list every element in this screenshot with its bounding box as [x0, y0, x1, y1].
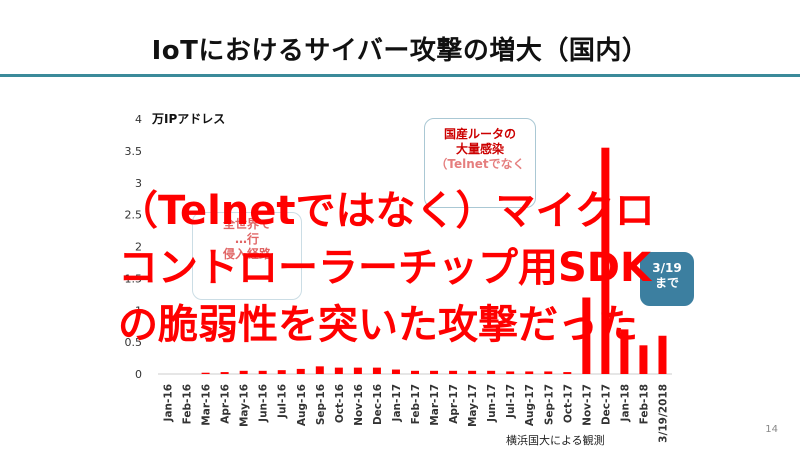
x-axis: Jan-16 Feb-16 Mar-16 Apr-16 May-16 Jun-16 Jul-…: [163, 384, 670, 443]
callout-line: 侵入経路: [222, 247, 271, 261]
source-note: 横浜国大による観測: [506, 434, 605, 447]
y-tick-label: 3: [135, 177, 142, 190]
callout-line: …行: [234, 232, 259, 246]
bar: [315, 366, 324, 374]
y-tick-label: 1.5: [125, 272, 143, 285]
y-tick-label: 2.5: [125, 209, 143, 222]
title-divider: [0, 74, 800, 77]
bar: [582, 297, 591, 374]
bar: [201, 372, 210, 374]
y-tick-label: 3.5: [125, 145, 143, 158]
bar: [430, 370, 439, 374]
overlay-line-2: コントローラーチップ用SDK: [118, 245, 652, 291]
x-tick-label: Nov-16: [353, 384, 365, 426]
callout-domestic-router: 国産ルータの 大量感染 （Telnetでなく: [424, 118, 536, 208]
x-tick-label: Jun-17: [486, 384, 498, 423]
x-tick-label: Aug-16: [296, 384, 308, 426]
x-tick-label: Feb-17: [410, 384, 422, 424]
x-tick-label: Apr-17: [448, 384, 460, 424]
bar: [544, 371, 553, 374]
x-tick-label: May-16: [239, 384, 251, 427]
callout-line: 全世界で: [222, 217, 271, 231]
x-tick-label: Jul-16: [277, 384, 289, 419]
bar: [658, 335, 667, 374]
bar: [506, 371, 515, 374]
y-tick-label: 2: [135, 241, 142, 254]
x-tick-label: Apr-16: [220, 384, 232, 424]
x-tick-label: Nov-17: [581, 384, 593, 426]
x-tick-label: Dec-16: [372, 384, 384, 425]
x-tick-label: Sep-16: [315, 384, 327, 425]
x-tick-label: Aug-17: [524, 384, 536, 426]
callout-line: 3/19: [652, 261, 682, 275]
x-tick-label: 3/19/2018: [657, 384, 669, 443]
bar: [620, 329, 629, 374]
callout-line: （Telnetでなく: [435, 157, 525, 171]
x-tick-label: Mar-17: [429, 384, 441, 426]
callout-line: まで: [654, 276, 679, 290]
bar: [411, 370, 419, 374]
y-axis-label: 万IPアドレス: [151, 112, 225, 126]
x-tick-label: Oct-17: [562, 384, 574, 423]
x-tick-label: May-17: [467, 384, 479, 427]
x-tick-label: Jan-18: [619, 384, 631, 422]
bar: [258, 370, 267, 374]
x-tick-label: Jun-16: [258, 384, 270, 423]
bar: [296, 368, 305, 374]
y-tick-label: 1: [135, 304, 142, 317]
x-tick-label: Oct-16: [334, 384, 346, 423]
bar: [563, 372, 572, 374]
x-tick-label: Mar-16: [201, 384, 213, 426]
bar: [525, 371, 534, 374]
bar: [639, 345, 648, 374]
bar: [391, 369, 400, 374]
callout-line: 大量感染: [455, 142, 504, 156]
bar: [601, 147, 610, 374]
x-tick-label: Feb-16: [182, 384, 194, 424]
bar: [468, 370, 477, 374]
bar: [449, 370, 458, 374]
slide-title: IoTにおけるサイバー攻撃の増大（国内）: [151, 36, 649, 66]
callout-worldwide: 全世界で …行 侵入経路: [192, 212, 302, 300]
page-number: 14: [765, 424, 778, 435]
bar: [372, 367, 381, 374]
x-tick-label: Jul-17: [505, 384, 517, 419]
bar: [334, 367, 343, 374]
bar: [239, 370, 248, 374]
y-tick-label: 4: [135, 113, 142, 126]
callout-period: 3/19 まで: [640, 252, 694, 306]
bar: [487, 370, 496, 374]
overlay-line-1: （Telnetではなく）マイクロ: [118, 188, 655, 234]
bar: [277, 370, 286, 374]
x-tick-label: Dec-17: [600, 384, 612, 425]
x-tick-label: Jan-17: [391, 384, 403, 422]
x-tick-label: Feb-18: [638, 384, 650, 424]
callout-line: 国産ルータの: [443, 127, 516, 141]
bars: [201, 147, 667, 374]
x-tick-label: Sep-17: [543, 384, 555, 425]
x-tick-label: Jan-16: [163, 384, 175, 422]
overlay-line-3: の脆弱性を突いた攻撃だった: [118, 302, 638, 348]
y-tick-label: 0: [135, 368, 142, 381]
bar: [353, 367, 362, 374]
bar: [220, 372, 229, 374]
y-tick-label: 0.5: [125, 336, 143, 349]
